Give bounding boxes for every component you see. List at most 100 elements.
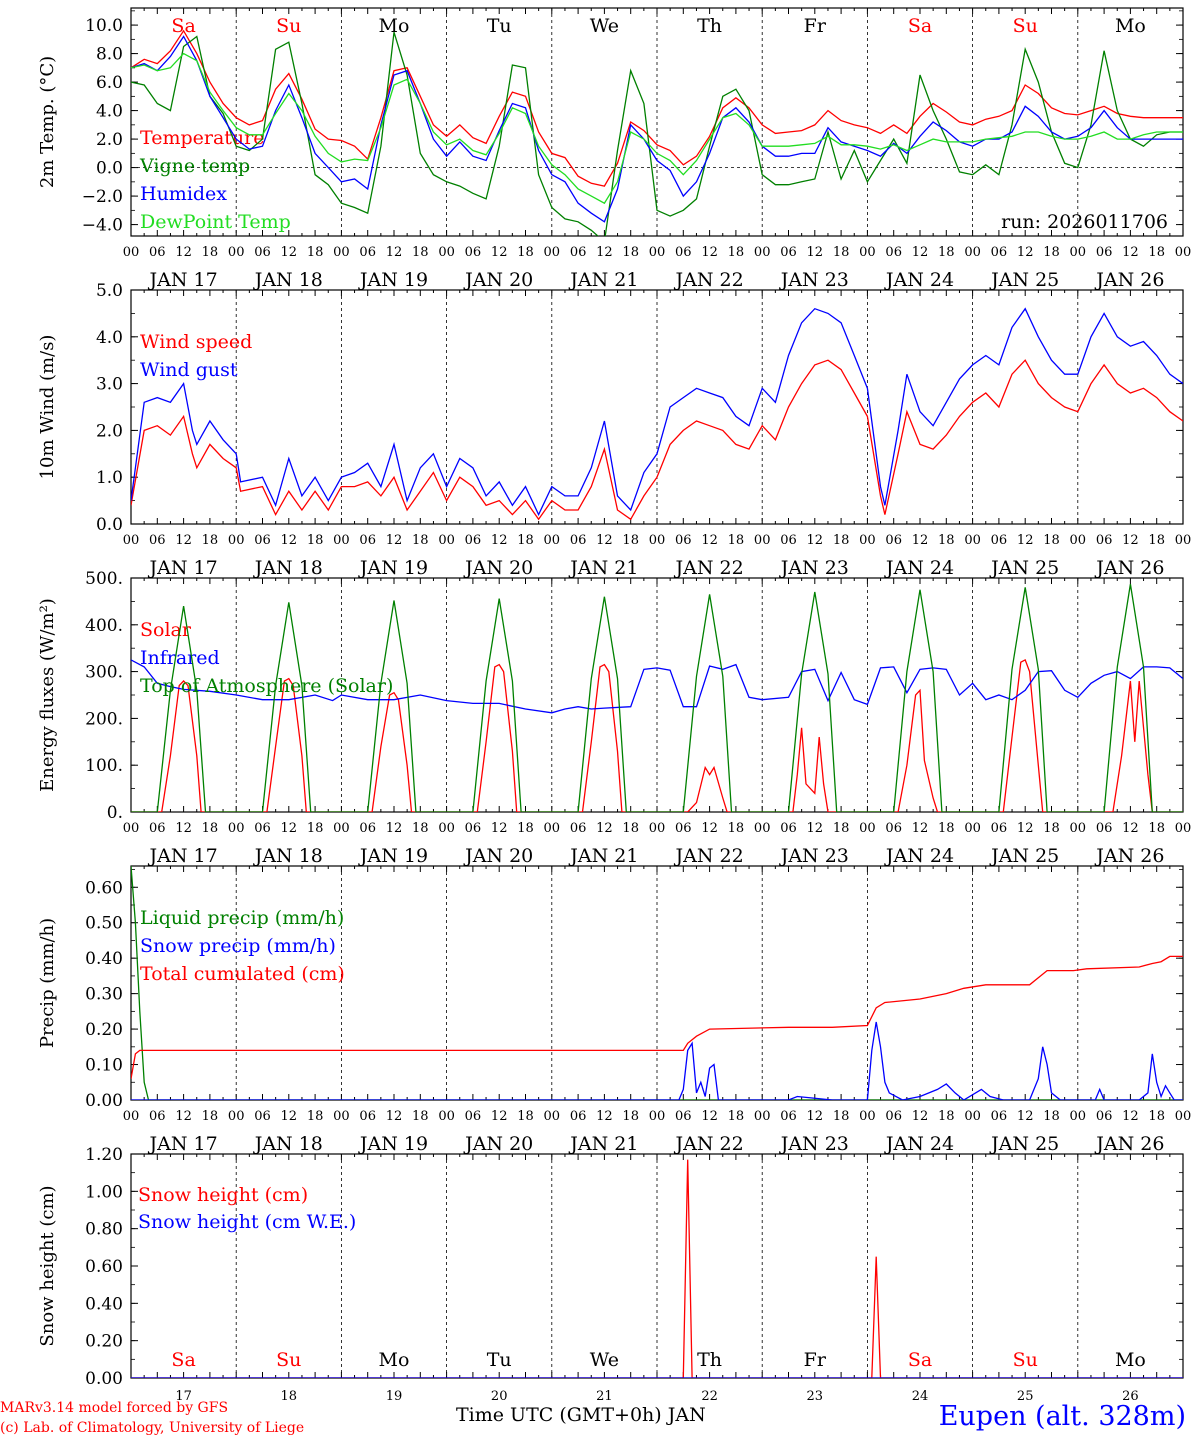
energy-date-label: JAN 21 [568, 845, 638, 867]
temp-date-label: JAN 19 [358, 269, 428, 291]
energy-hour-label: 06 [254, 821, 271, 836]
day-number-bottom: 21 [596, 1389, 613, 1404]
precip-date-label: JAN 25 [989, 1133, 1059, 1155]
temp-hour-label: 12 [386, 245, 403, 260]
temp-y-tick-label: 8.0 [96, 45, 123, 65]
wind-date-label: JAN 25 [989, 557, 1059, 579]
precip-hour-label: 12 [281, 1109, 298, 1124]
wind-hour-label: 12 [175, 533, 192, 548]
energy-hour-label: 18 [412, 821, 429, 836]
temp-hour-label: 06 [149, 245, 166, 260]
precip-hour-label: 18 [202, 1109, 219, 1124]
temp-hour-label: 18 [412, 245, 429, 260]
energy-hour-label: 18 [1148, 821, 1165, 836]
temp-hour-label: 06 [991, 245, 1008, 260]
wind-y-axis-label: 10m Wind (m/s) [37, 335, 58, 480]
temp-legend-entry: DewPoint Temp [140, 211, 291, 233]
energy-hour-label: 06 [675, 821, 692, 836]
wind-hour-label: 12 [701, 533, 718, 548]
temp-hour-label: 12 [1017, 245, 1034, 260]
wind-hour-label: 12 [386, 533, 403, 548]
wind-hour-label: 00 [228, 533, 245, 548]
precip-hour-label: 06 [1096, 1109, 1113, 1124]
wind-hour-label: 06 [885, 533, 902, 548]
wind-hour-label: 18 [622, 533, 639, 548]
wind-hour-label: 06 [254, 533, 271, 548]
energy-hour-label: 18 [728, 821, 745, 836]
precip-hour-label: 18 [1043, 1109, 1060, 1124]
wind-hour-label: 18 [938, 533, 955, 548]
snow-y-tick-label: 1.20 [85, 1145, 123, 1165]
precip-y-tick-label: 0.40 [85, 949, 123, 969]
temp-y-tick-label: 2.0 [96, 130, 123, 150]
precip-legend-entry: Total cumulated (cm) [140, 963, 345, 985]
wind-hour-label: 06 [1096, 533, 1113, 548]
temp-legend-entry: Vigne temp [139, 155, 250, 177]
temp-hour-label: 06 [570, 245, 587, 260]
day-number-bottom: 24 [912, 1389, 929, 1404]
temp-y-axis-label: 2m Temp. (°C) [37, 56, 58, 188]
precip-hour-label: 12 [491, 1109, 508, 1124]
run-label: run: 2026011706 [1001, 211, 1168, 233]
temp-date-label: JAN 26 [1094, 269, 1164, 291]
temp-hour-label: 18 [938, 245, 955, 260]
wind-hour-label: 06 [675, 533, 692, 548]
energy-hour-label: 00 [544, 821, 561, 836]
wind-hour-label: 00 [964, 533, 981, 548]
day-name-top: Tu [487, 15, 512, 37]
precip-legend-entry: Liquid precip (mm/h) [140, 907, 344, 929]
temp-date-label: JAN 20 [463, 269, 533, 291]
day-name-bottom: Su [1013, 1349, 1038, 1371]
precip-hour-label: 12 [386, 1109, 403, 1124]
temp-hour-label: 12 [281, 245, 298, 260]
snow-y-axis-label: Snow height (cm) [37, 1185, 58, 1346]
temp-hour-label: 18 [622, 245, 639, 260]
energy-hour-label: 18 [938, 821, 955, 836]
precip-hour-label: 18 [622, 1109, 639, 1124]
precip-y-tick-label: 0.60 [85, 878, 123, 898]
day-number-bottom: 19 [386, 1389, 403, 1404]
energy-hour-label: 12 [912, 821, 929, 836]
wind-hour-label: 00 [754, 533, 771, 548]
day-name-top: Fr [804, 15, 827, 37]
wind-hour-label: 00 [649, 533, 666, 548]
day-name-bottom: Su [276, 1349, 301, 1371]
temp-hour-label: 12 [701, 245, 718, 260]
temp-hour-label: 18 [1043, 245, 1060, 260]
precip-hour-label: 06 [570, 1109, 587, 1124]
energy-y-tick-label: 100. [85, 756, 123, 776]
energy-hour-label: 12 [1122, 821, 1139, 836]
energy-legend-entry: Solar [140, 619, 192, 641]
day-name-top: Mo [1115, 15, 1146, 37]
location-label: Eupen (alt. 328m) [938, 1401, 1186, 1432]
temp-legend-entry: Humidex [140, 183, 227, 205]
wind-hour-label: 12 [491, 533, 508, 548]
wind-date-label: JAN 26 [1094, 557, 1164, 579]
day-number-bottom: 22 [701, 1389, 718, 1404]
energy-date-label: JAN 24 [884, 845, 954, 867]
energy-date-label: JAN 26 [1094, 845, 1164, 867]
temp-hour-label: 12 [491, 245, 508, 260]
precip-hour-label: 12 [175, 1109, 192, 1124]
wind-hour-label: 18 [517, 533, 534, 548]
day-name-top: We [590, 15, 619, 37]
wind-hour-label: 18 [412, 533, 429, 548]
temp-hour-label: 00 [228, 245, 245, 260]
temp-series-red [131, 29, 1183, 187]
snow-series-red [131, 1159, 1183, 1378]
precip-hour-label: 06 [675, 1109, 692, 1124]
wind-y-tick-label: 0.0 [96, 515, 123, 535]
precip-series-red [131, 955, 1183, 1079]
energy-legend-entry: Top of Atmosphere (Solar) [140, 675, 393, 697]
temp-legend-entry: Temperature [140, 127, 264, 149]
wind-hour-label: 06 [465, 533, 482, 548]
wind-date-label: JAN 24 [884, 557, 954, 579]
snow-legend-entry: Snow height (cm) [138, 1184, 308, 1206]
precip-hour-label: 12 [912, 1109, 929, 1124]
precip-hour-label: 12 [701, 1109, 718, 1124]
wind-date-label: JAN 18 [253, 557, 323, 579]
energy-date-label: JAN 18 [253, 845, 323, 867]
temp-y-tick-label: −2.0 [82, 187, 123, 207]
energy-y-tick-label: 200. [85, 709, 123, 729]
